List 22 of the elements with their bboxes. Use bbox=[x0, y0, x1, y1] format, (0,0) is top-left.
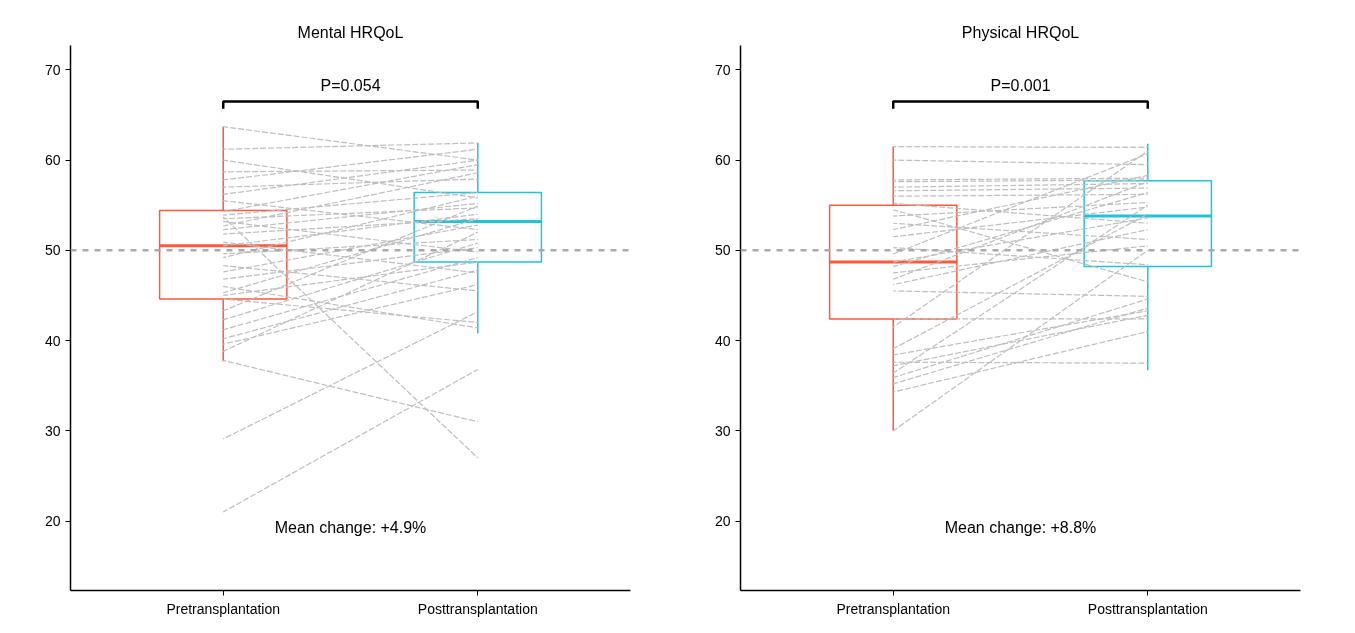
x-tick-label: Pretransplantation bbox=[836, 600, 951, 617]
annotation: P=0.001 bbox=[990, 77, 1051, 95]
y-tick-label: 60 bbox=[714, 152, 731, 169]
x-tick-label: Pretransplantation bbox=[166, 600, 281, 617]
y-tick-label: 20 bbox=[44, 513, 61, 530]
x-tick-label: Posttransplantation bbox=[417, 600, 538, 617]
y-tick-label: 70 bbox=[44, 61, 61, 78]
y-tick-label: 70 bbox=[714, 61, 731, 78]
y-tick-label: 50 bbox=[44, 242, 61, 259]
y-tick-label: 50 bbox=[714, 242, 731, 259]
x-tick-label: Posttransplantation bbox=[1087, 600, 1208, 617]
y-tick-label: 30 bbox=[44, 422, 61, 439]
chart-title: Physical HRQoL bbox=[961, 23, 1080, 41]
annotation: P=0.054 bbox=[320, 77, 381, 95]
y-tick-label: 40 bbox=[714, 332, 731, 349]
y-tick-label: 40 bbox=[44, 332, 61, 349]
annotation: Mean change: +8.8% bbox=[944, 519, 1097, 537]
y-tick-label: 30 bbox=[714, 422, 731, 439]
y-tick-label: 20 bbox=[714, 513, 731, 530]
y-tick-label: 60 bbox=[44, 152, 61, 169]
chart-title: Mental HRQoL bbox=[297, 23, 404, 41]
annotation: Mean change: +4.9% bbox=[274, 519, 427, 537]
